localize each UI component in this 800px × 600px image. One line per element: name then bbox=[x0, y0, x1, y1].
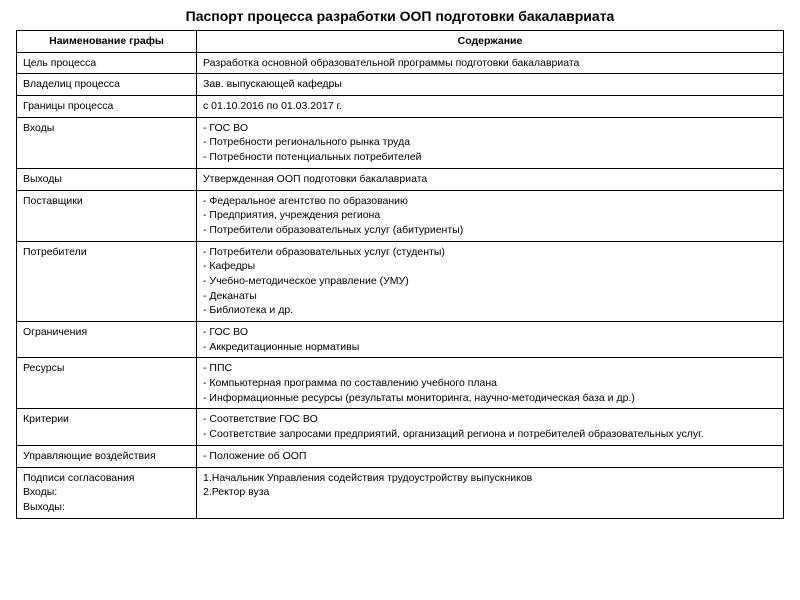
row-content: Утвержденная ООП подготовки бакалавриата bbox=[197, 168, 784, 190]
row-content: - ГОС ВО - Аккредитационные нормативы bbox=[197, 322, 784, 358]
row-label: Ресурсы bbox=[17, 358, 197, 409]
row-content: - ГОС ВО - Потребности регионального рын… bbox=[197, 117, 784, 168]
row-content: - ППС - Компьютерная программа по состав… bbox=[197, 358, 784, 409]
row-label: Критерии bbox=[17, 409, 197, 445]
row-content: Разработка основной образовательной прог… bbox=[197, 52, 784, 74]
table-row: Критерии - Соответствие ГОС ВО - Соответ… bbox=[17, 409, 784, 445]
row-label: Входы bbox=[17, 117, 197, 168]
document-title: Паспорт процесса разработки ООП подготов… bbox=[16, 8, 784, 24]
table-row: Входы - ГОС ВО - Потребности регионально… bbox=[17, 117, 784, 168]
table-row: Ограничения - ГОС ВО - Аккредитационные … bbox=[17, 322, 784, 358]
header-col1: Наименование графы bbox=[17, 31, 197, 53]
table-row: Подписи согласования Входы: Выходы: 1.На… bbox=[17, 467, 784, 518]
row-content: 1.Начальник Управления содействия трудоу… bbox=[197, 467, 784, 518]
header-col2: Содержание bbox=[197, 31, 784, 53]
row-content: - Положение об ООП bbox=[197, 445, 784, 467]
table-row: Поставщики - Федеральное агентство по об… bbox=[17, 190, 784, 241]
table-row: Цель процесса Разработка основной образо… bbox=[17, 52, 784, 74]
row-label: Владелиц процесса bbox=[17, 74, 197, 96]
table-row: Потребители - Потребители образовательны… bbox=[17, 241, 784, 321]
row-content: - Соответствие ГОС ВО - Соответствие зап… bbox=[197, 409, 784, 445]
row-content: с 01.10.2016 по 01.03.2017 г. bbox=[197, 96, 784, 118]
table-row: Выходы Утвержденная ООП подготовки бакал… bbox=[17, 168, 784, 190]
row-label: Выходы bbox=[17, 168, 197, 190]
row-label: Границы процесса bbox=[17, 96, 197, 118]
table-row: Ресурсы - ППС - Компьютерная программа п… bbox=[17, 358, 784, 409]
row-label: Управляющие воздействия bbox=[17, 445, 197, 467]
table-row: Управляющие воздействия - Положение об О… bbox=[17, 445, 784, 467]
row-content: Зав. выпускающей кафедры bbox=[197, 74, 784, 96]
row-label: Поставщики bbox=[17, 190, 197, 241]
table-row: Границы процесса с 01.10.2016 по 01.03.2… bbox=[17, 96, 784, 118]
table-header-row: Наименование графы Содержание bbox=[17, 31, 784, 53]
table-row: Владелиц процесса Зав. выпускающей кафед… bbox=[17, 74, 784, 96]
row-content: - Потребители образовательных услуг (сту… bbox=[197, 241, 784, 321]
row-label: Потребители bbox=[17, 241, 197, 321]
row-label: Цель процесса bbox=[17, 52, 197, 74]
row-label: Подписи согласования Входы: Выходы: bbox=[17, 467, 197, 518]
row-content: - Федеральное агентство по образованию -… bbox=[197, 190, 784, 241]
process-passport-table: Наименование графы Содержание Цель проце… bbox=[16, 30, 784, 519]
row-label: Ограничения bbox=[17, 322, 197, 358]
